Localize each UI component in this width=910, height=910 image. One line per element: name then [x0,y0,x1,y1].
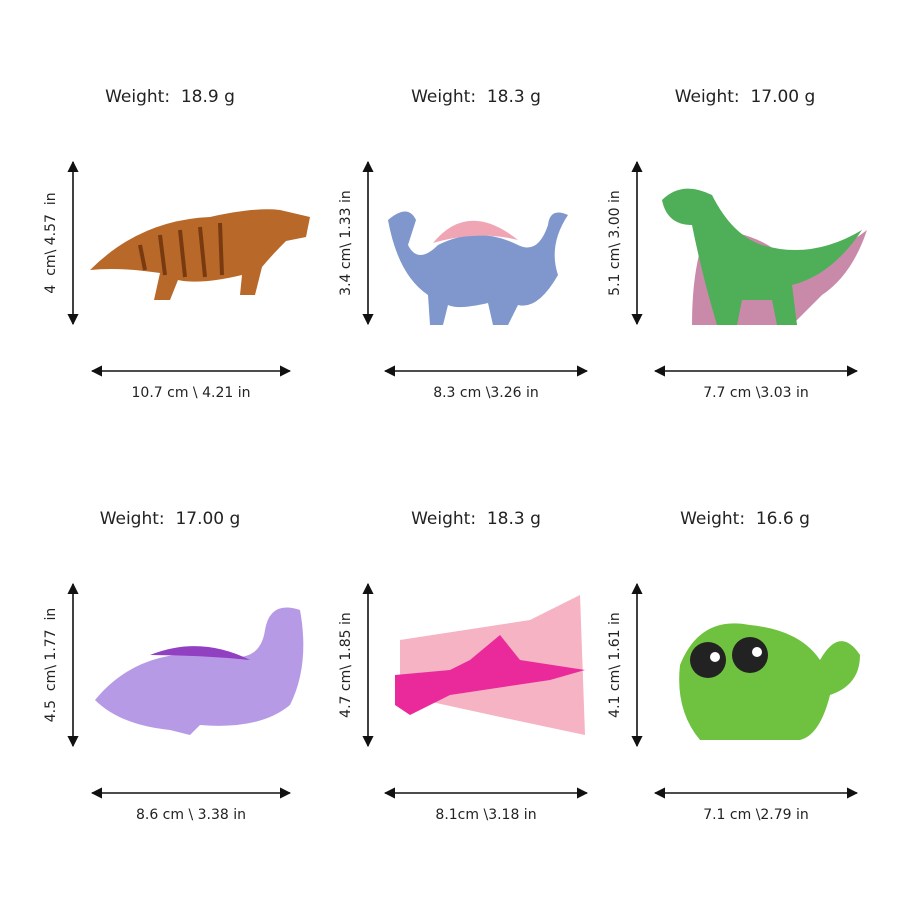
weight-label: Weight: 17.00 g [675,87,816,107]
weight-label: Weight: 17.00 g [100,509,241,529]
height-label: 5.1 cm\ 3.00 in [607,190,623,296]
height-label: 4.7 cm\ 1.85 in [338,612,354,718]
width-label: 8.1cm \3.18 in [435,807,536,823]
width-label: 7.7 cm \3.03 in [703,385,809,401]
ptero-clip [395,595,585,735]
trex-clip [90,209,310,300]
width-label: 8.3 cm \3.26 in [433,385,539,401]
spino-clip [388,211,568,325]
height-label: 4.5 cm\ 1.77 in [43,608,59,723]
weight-label: Weight: 16.6 g [680,509,810,529]
width-label: 7.1 cm \2.79 in [703,807,809,823]
green-clip [662,188,867,325]
chameleon-clip [679,623,860,740]
purple-clip [95,607,304,735]
width-label: 8.6 cm \ 3.38 in [136,807,246,823]
height-label: 4.1 cm\ 1.61 in [607,612,623,718]
weight-label: Weight: 18.9 g [105,87,235,107]
width-label: 10.7 cm \ 4.21 in [132,385,251,401]
weight-label: Weight: 18.3 g [411,87,541,107]
weight-label: Weight: 18.3 g [411,509,541,529]
height-label: 4 cm\ 4.57 in [43,192,59,293]
height-label: 3.4 cm\ 1.33 in [338,190,354,296]
